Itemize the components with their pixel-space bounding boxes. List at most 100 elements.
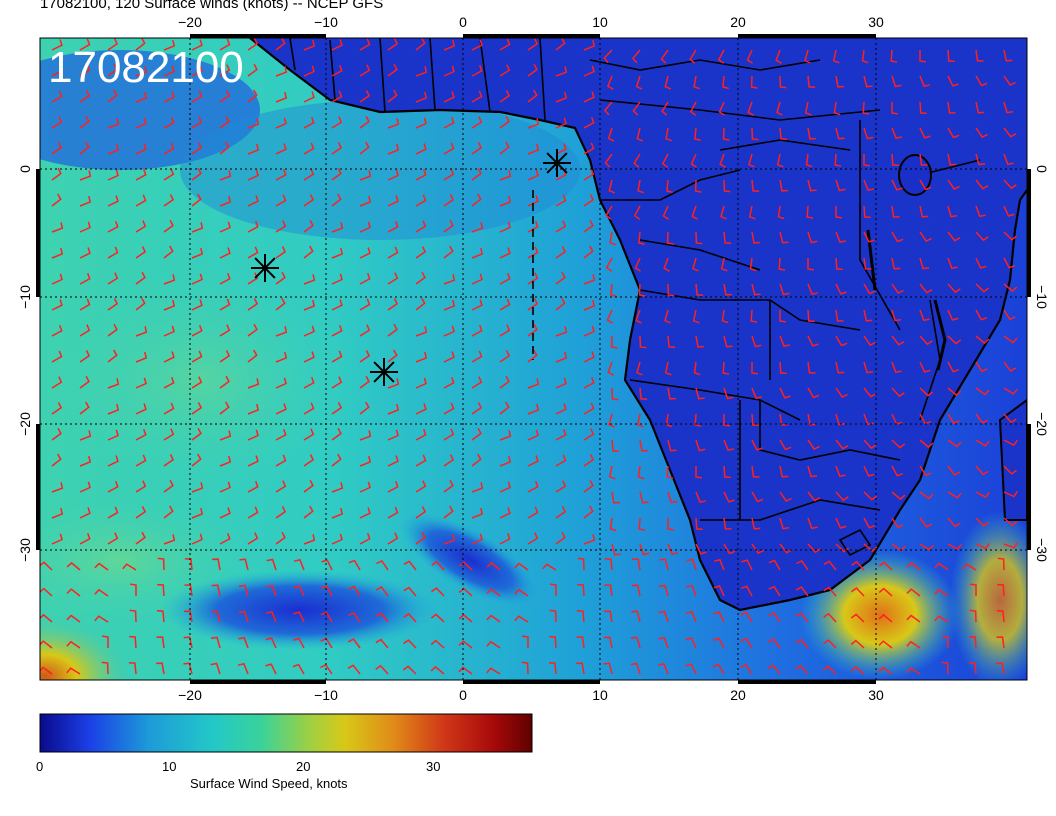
lon-tick-label: 20 — [730, 14, 746, 30]
wind-barb — [527, 89, 538, 103]
wind-barb — [415, 117, 427, 129]
wind-barb — [906, 561, 921, 571]
wind-barb — [499, 115, 510, 129]
wind-barb — [975, 231, 989, 242]
wind-barb — [135, 271, 146, 285]
lake-tanganyika — [866, 229, 877, 291]
wind-barb — [555, 531, 566, 545]
wind-barb — [835, 361, 845, 374]
wind-barb — [583, 479, 594, 493]
wind-barb — [891, 205, 900, 218]
wind-barb — [823, 586, 837, 597]
wind-barb — [443, 168, 455, 181]
wind-barb — [135, 403, 147, 415]
wind-barb — [51, 167, 62, 181]
wind-barb — [107, 89, 118, 103]
wind-barb — [275, 91, 288, 103]
wind-barb — [471, 142, 483, 155]
wind-barb — [219, 115, 230, 129]
wind-barb — [219, 532, 231, 545]
wind-barb — [359, 141, 370, 155]
wind-barb — [303, 168, 315, 181]
wind-barb — [664, 75, 672, 90]
wind-barb — [359, 481, 371, 493]
wind-barb — [751, 127, 759, 141]
wind-barb — [796, 559, 809, 571]
wind-barb — [555, 480, 567, 493]
wind-barb — [919, 543, 934, 551]
wind-barb — [331, 247, 344, 259]
wind-barb — [835, 465, 846, 478]
wind-barb — [919, 309, 930, 322]
wind-barb — [997, 557, 1005, 571]
wind-barb — [471, 273, 483, 285]
wind-barb — [303, 479, 314, 493]
wind-barb — [975, 465, 989, 476]
wind-barb — [471, 116, 483, 129]
lon-tick-label: −10 — [314, 14, 338, 30]
wind-barb — [779, 413, 788, 426]
wind-barb — [51, 402, 63, 415]
wind-barb — [638, 517, 646, 531]
wind-barb — [919, 101, 927, 115]
wind-barb — [359, 272, 371, 285]
wind-barb — [387, 38, 399, 51]
wind-barb — [947, 361, 960, 373]
wind-barb — [135, 454, 147, 467]
wind-barb — [331, 90, 343, 103]
wind-barb — [359, 298, 371, 311]
wind-barb — [779, 465, 789, 478]
wind-barb — [527, 480, 539, 493]
wind-barb — [66, 614, 81, 623]
wind-barb — [861, 49, 869, 64]
wind-barb — [906, 640, 921, 649]
wind-barb — [583, 299, 596, 311]
wind-barb — [275, 428, 287, 441]
wind-barb — [486, 588, 501, 597]
wind-barb — [720, 257, 728, 272]
wind-barb — [387, 246, 399, 259]
wind-barb — [583, 454, 595, 467]
wind-barb — [834, 153, 842, 167]
wind-barb — [891, 491, 906, 501]
wind-barb — [611, 491, 620, 504]
wind-barb — [443, 245, 454, 259]
wind-barb — [387, 118, 400, 129]
wind-barb — [471, 324, 483, 337]
wind-barb — [265, 637, 277, 649]
wind-barb — [555, 117, 567, 129]
lon-tick-label: 10 — [592, 14, 608, 30]
wind-barb — [156, 610, 165, 623]
wind-barb — [549, 609, 557, 623]
wind-barb — [331, 427, 342, 441]
wind-barb — [191, 324, 203, 337]
wind-barb — [635, 309, 642, 324]
wind-barb — [947, 491, 962, 499]
wind-barb — [135, 428, 147, 441]
wind-barb — [740, 663, 753, 675]
wind-barb — [40, 613, 53, 623]
wind-barb — [51, 273, 63, 285]
wind-barb — [51, 90, 63, 103]
wind-barb — [603, 662, 613, 675]
wind-barb — [163, 325, 175, 337]
wind-barb — [347, 638, 361, 649]
wind-barb — [415, 91, 428, 103]
wind-barb — [609, 517, 617, 532]
wind-barb — [919, 387, 934, 397]
wind-barb — [135, 326, 148, 337]
wind-barb — [768, 585, 781, 597]
wind-barb — [51, 299, 63, 311]
wind-barb — [891, 102, 899, 115]
wind-barb — [975, 491, 990, 499]
wind-barb — [975, 153, 986, 166]
wind-barb — [807, 543, 821, 554]
wind-barb — [823, 612, 837, 623]
wind-barb — [527, 403, 540, 415]
wind-barb — [107, 38, 119, 51]
wind-barb — [527, 195, 539, 207]
wind-barb — [51, 64, 63, 77]
wind-barb — [639, 439, 648, 452]
wind-barb — [247, 429, 259, 441]
wind-barb — [555, 351, 568, 363]
